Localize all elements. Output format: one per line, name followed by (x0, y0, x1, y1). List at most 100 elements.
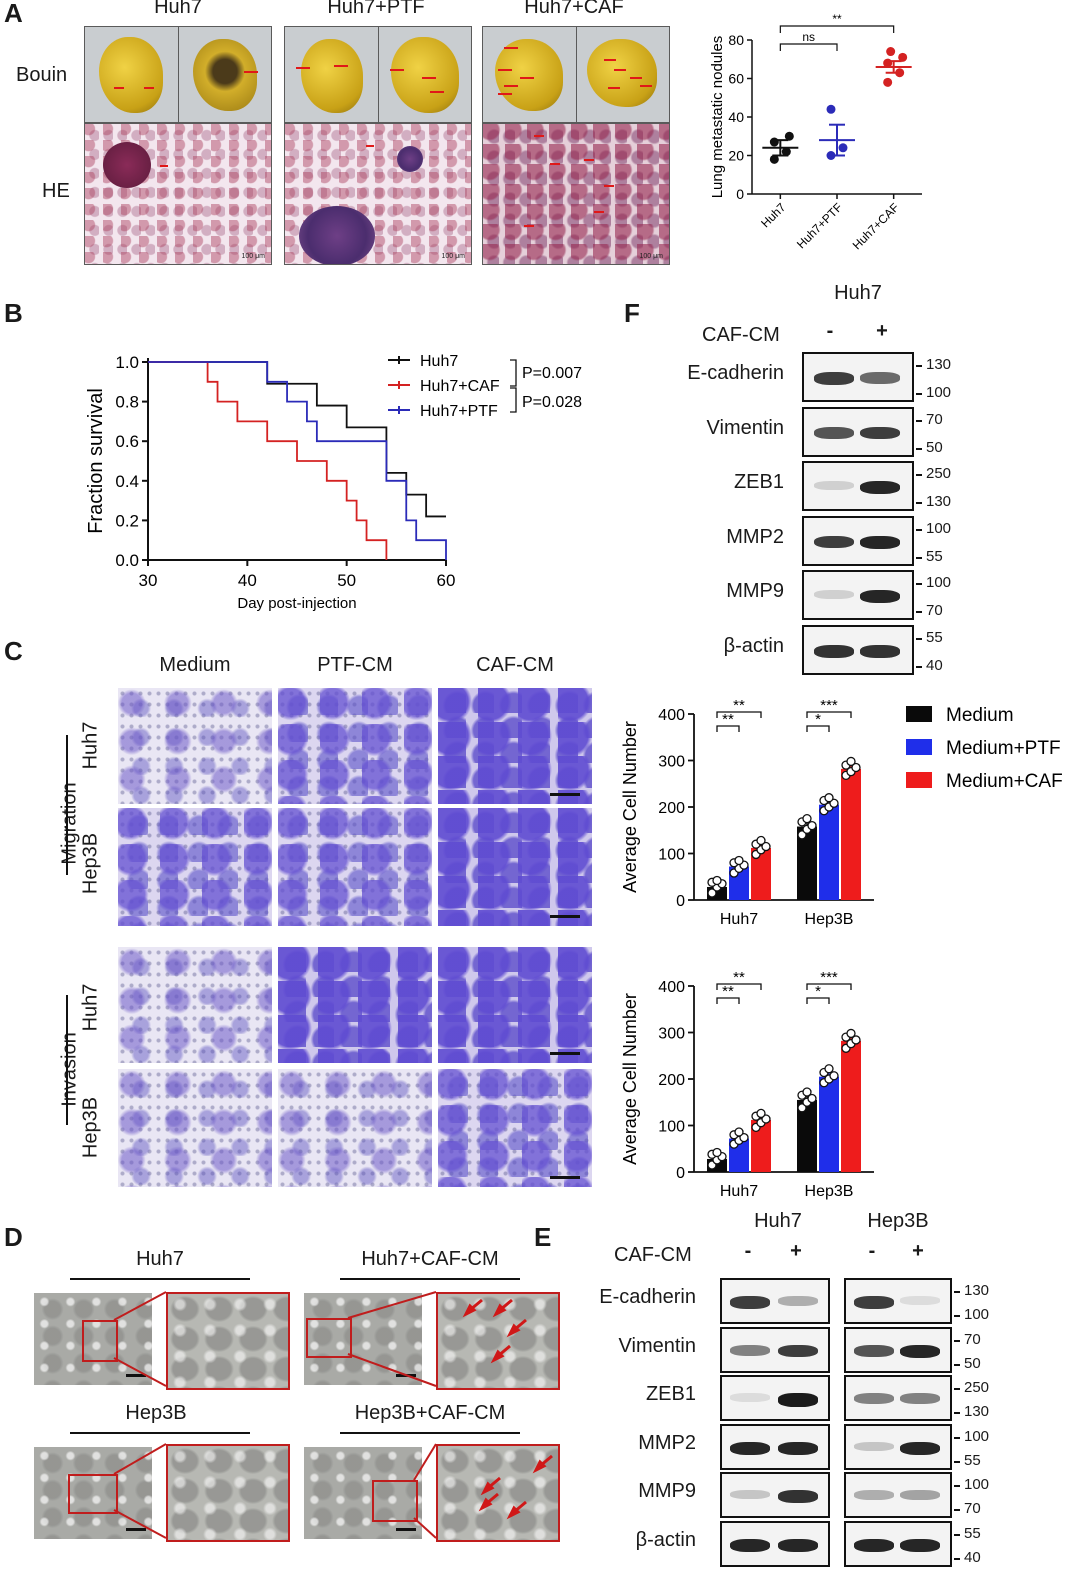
protein-band (730, 1538, 770, 1552)
panel-b-letter: B (4, 298, 23, 328)
data-point (739, 1132, 749, 1143)
protein-band (730, 1490, 770, 1500)
panel-a-group-huh7-ptf: Huh7+PTF (327, 0, 425, 18)
panel-a-row-he: HE (42, 180, 70, 202)
mw-tick (954, 1557, 960, 1560)
data-point (829, 798, 839, 808)
protein-band (814, 372, 854, 385)
mw-marker-label: 40 (926, 656, 943, 674)
title-underline (70, 1432, 250, 1434)
data-point (807, 1093, 817, 1104)
title-underline (70, 1278, 250, 1280)
blot-strip (844, 1375, 952, 1421)
blot-strip (720, 1423, 830, 1470)
he-section-image: 100 μm (84, 123, 272, 265)
y-axis-label: Fraction survival (85, 388, 107, 534)
mw-tick (954, 1291, 960, 1293)
zoom-connectors (113, 1291, 553, 1539)
phase-contrast-image (34, 1293, 152, 1385)
protein-band (854, 1393, 894, 1404)
mw-tick (916, 583, 922, 585)
invasion-micrograph (118, 1069, 272, 1187)
mw-marker-label: 70 (964, 1500, 981, 1517)
protein-band (860, 590, 900, 604)
y-tick-label: 300 (658, 754, 685, 771)
y-tick-label: 0.2 (115, 511, 139, 530)
significance-label: ** (733, 697, 745, 714)
protein-band (860, 535, 900, 549)
y-tick-label: 200 (658, 800, 685, 817)
mw-marker-label: 70 (926, 602, 943, 619)
pvalue-bracket (510, 387, 517, 413)
y-tick-label: 20 (728, 148, 744, 164)
scale-bar (396, 1528, 416, 1531)
blot-strip (720, 1472, 830, 1518)
blot-strip (802, 352, 914, 402)
migration-micrograph (278, 688, 432, 804)
invasion-micrograph (278, 1069, 432, 1187)
scale-bar (550, 1052, 580, 1055)
data-point (824, 1064, 834, 1074)
protein-band (778, 1538, 818, 1552)
protein-band (730, 1296, 770, 1309)
mw-tick (954, 1460, 960, 1463)
column-medium: Medium (159, 654, 231, 676)
panel-a-letter: A (4, 0, 23, 28)
protein-label: ZEB1 (733, 471, 784, 493)
protein-band (814, 590, 854, 599)
bar (819, 1076, 839, 1172)
mw-tick (916, 419, 922, 422)
mw-marker-label: 55 (964, 1451, 981, 1469)
data-point (756, 835, 766, 846)
he-section-image: 100 μm (284, 123, 472, 265)
y-tick-label: 0 (736, 186, 744, 202)
bar (797, 1099, 817, 1172)
significance-bracket (779, 43, 838, 51)
y-tick-label: 400 (658, 707, 685, 724)
panel-d-letter: D (4, 1222, 23, 1252)
data-point (734, 1127, 744, 1137)
protein-band (860, 426, 900, 440)
significance-bracket (806, 725, 830, 732)
protein-band (778, 1441, 818, 1455)
blot-strip (802, 461, 914, 511)
zoomed-image (166, 1292, 290, 1390)
mw-marker-label: 50 (926, 438, 943, 456)
mw-marker-label: 100 (926, 519, 952, 537)
x-tick-label: 60 (437, 571, 456, 590)
bar (841, 1040, 861, 1172)
e-lane-minus: - (868, 1240, 876, 1262)
mw-marker-label: 130 (964, 1403, 990, 1420)
mw-tick (916, 611, 922, 613)
scale-bar (550, 1176, 580, 1179)
protein-band (900, 1490, 940, 1501)
mw-marker-label: 40 (964, 1548, 981, 1566)
mw-marker-label: 250 (964, 1379, 990, 1396)
panel-e-letter: E (534, 1222, 552, 1252)
invasion-bracket (66, 995, 68, 1125)
bar (819, 804, 839, 900)
invasion-micrograph (118, 947, 272, 1063)
bouin-lung-image (178, 26, 272, 123)
y-tick-label: 400 (658, 979, 685, 996)
y-tick-label: 1.0 (115, 353, 139, 372)
legend-label: Medium+CAF (946, 771, 1063, 792)
mw-tick (916, 447, 922, 450)
nodule-arrows (114, 47, 652, 227)
label-migration: Migration (58, 782, 81, 865)
protein-label: Vimentin (706, 416, 784, 439)
he-section-image: 100 μm (482, 123, 670, 265)
phase-contrast-image (304, 1447, 422, 1539)
y-tick-label: 0.8 (115, 393, 139, 412)
f-lane-plus: + (876, 320, 888, 342)
emt-arrows (462, 1298, 553, 1520)
phase-contrast-image (304, 1293, 422, 1385)
scale-bar-label: 100 μm (639, 253, 664, 260)
mw-marker-label: 55 (926, 628, 943, 646)
data-point (829, 1071, 839, 1081)
mw-tick (954, 1485, 960, 1487)
y-axis-label: Lung metastatic nodules (709, 36, 726, 199)
data-point (824, 793, 834, 803)
mw-marker-label: 100 (964, 1427, 990, 1445)
mw-tick (916, 665, 922, 668)
